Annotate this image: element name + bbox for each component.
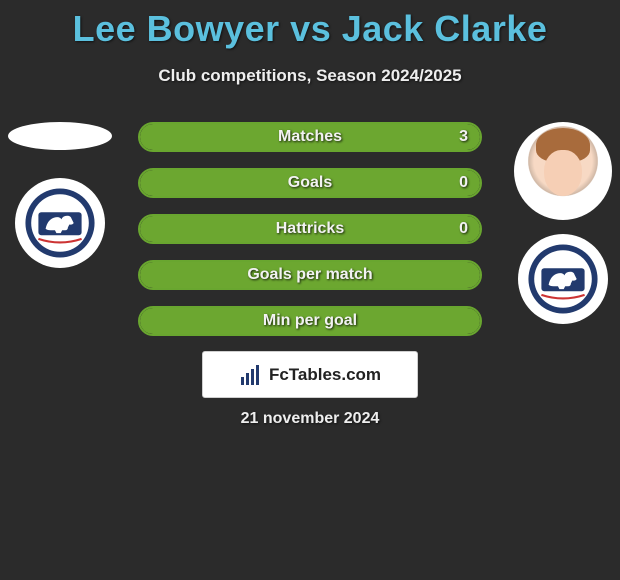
brand-text: FcTables.com — [269, 365, 381, 385]
left-player-crest — [15, 178, 105, 268]
generated-date: 21 november 2024 — [0, 410, 620, 428]
right-player-column — [514, 122, 612, 324]
stat-row-goals: Goals 0 — [138, 168, 482, 198]
brand-watermark: FcTables.com — [202, 351, 418, 398]
stat-row-matches: Matches 3 — [138, 122, 482, 152]
comparison-title: Lee Bowyer vs Jack Clarke — [0, 0, 620, 50]
bar-chart-icon — [239, 363, 263, 387]
right-player-crest — [518, 234, 608, 324]
left-player-photo-blank — [8, 122, 112, 150]
stat-row-goals-per-match: Goals per match — [138, 260, 482, 290]
stat-value-right: 0 — [459, 170, 468, 196]
club-crest-icon — [24, 187, 96, 259]
stat-label: Goals per match — [140, 262, 480, 288]
stat-label: Matches — [140, 124, 480, 150]
right-player-photo — [514, 122, 612, 220]
stat-label: Hattricks — [140, 216, 480, 242]
stat-value-right: 0 — [459, 216, 468, 242]
stats-bars: Matches 3 Goals 0 Hattricks 0 Goals per … — [138, 122, 482, 352]
stat-row-hattricks: Hattricks 0 — [138, 214, 482, 244]
club-crest-icon — [527, 243, 599, 315]
stat-label: Goals — [140, 170, 480, 196]
stat-label: Min per goal — [140, 308, 480, 334]
comparison-subtitle: Club competitions, Season 2024/2025 — [0, 66, 620, 86]
stat-value-right: 3 — [459, 124, 468, 150]
left-player-column — [8, 122, 112, 268]
stat-row-min-per-goal: Min per goal — [138, 306, 482, 336]
